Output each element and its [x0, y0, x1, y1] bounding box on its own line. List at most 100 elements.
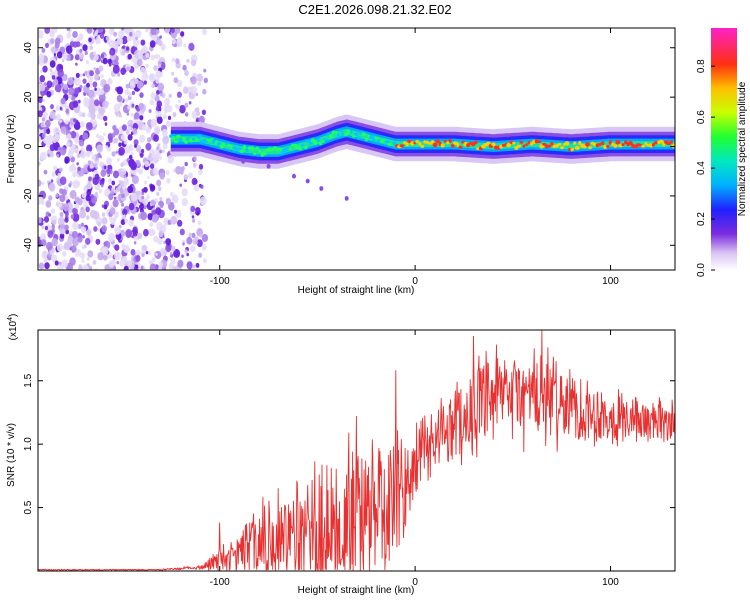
noise-dot: [140, 66, 146, 74]
y-tick-label: 0: [23, 143, 34, 149]
noise-dot: [141, 124, 147, 131]
noise-dot: [51, 171, 56, 177]
noise-dot: [203, 77, 208, 84]
noise-dot: [64, 119, 69, 125]
noise-dot: [199, 233, 203, 238]
noise-dot: [170, 215, 178, 225]
noise-dot: [74, 54, 80, 61]
noise-dot: [50, 38, 55, 45]
noise-dot: [72, 100, 79, 108]
ridge-blob: [303, 145, 308, 149]
ridge-blob: [641, 144, 646, 148]
ridge-blob: [319, 141, 323, 146]
noise-dot: [81, 192, 86, 198]
noise-dot: [121, 28, 125, 31]
noise-dot: [156, 116, 163, 124]
noise-dot: [77, 166, 81, 172]
noise-dot: [190, 76, 197, 85]
noise-dot: [190, 59, 197, 67]
noise-dot: [81, 226, 87, 233]
y-tick-label: 20: [23, 91, 34, 103]
noise-dot: [151, 257, 156, 263]
noise-dot: [131, 175, 139, 185]
noise-dot: [49, 60, 56, 68]
noise-dot: [51, 254, 57, 263]
ridge-blob: [387, 142, 391, 147]
noise-dot: [129, 80, 136, 89]
noise-dot: [128, 154, 133, 160]
noise-dot: [171, 71, 175, 76]
noise-dot: [199, 196, 207, 206]
noise-dot: [56, 154, 60, 158]
ridge-blob: [506, 142, 512, 148]
noise-dot: [176, 37, 183, 44]
noise-dot: [64, 224, 69, 231]
noise-dot: [63, 83, 68, 90]
x-tick-label: -100: [210, 577, 230, 588]
ridge-blob: [646, 143, 651, 147]
noise-dot: [185, 112, 189, 117]
noise-dot: [64, 156, 70, 164]
ridge-blob: [277, 147, 283, 151]
noise-dot: [38, 135, 42, 143]
noise-dot: [86, 256, 90, 262]
noise-dot: [107, 77, 113, 85]
noise-dot: [191, 215, 195, 219]
noise-dot: [140, 211, 147, 221]
noise-dot: [58, 167, 63, 173]
ridge-blob: [458, 145, 463, 149]
noise-dot: [65, 229, 69, 235]
noise-dot: [98, 93, 106, 103]
noise-dot: [43, 169, 48, 175]
noise-dot: [115, 150, 118, 154]
ridge-blob: [473, 140, 478, 145]
noise-dot: [48, 213, 52, 217]
noise-dot: [41, 181, 45, 186]
stray-dot: [292, 173, 296, 179]
ridge-blob: [443, 139, 447, 143]
ridge-blob: [181, 136, 186, 141]
noise-dot: [193, 156, 197, 161]
noise-dot: [202, 28, 207, 35]
ridge-blob: [628, 140, 633, 146]
noise-dot: [114, 226, 121, 235]
ridge-blob: [403, 141, 407, 145]
noise-dot: [66, 32, 72, 39]
noise-dot: [130, 161, 137, 171]
colorbar-gradient: [711, 28, 737, 270]
noise-dot: [180, 170, 184, 175]
ridge-blob: [346, 129, 352, 134]
ridge-blob: [405, 141, 409, 147]
ridge-blob: [435, 139, 440, 144]
noise-dot: [183, 174, 189, 181]
noise-dot: [40, 239, 47, 247]
noise-dot: [60, 126, 67, 134]
noise-dot: [99, 179, 105, 186]
noise-dot: [42, 65, 48, 73]
noise-dot: [124, 89, 130, 96]
noise-dot: [64, 217, 69, 223]
noise-dot: [165, 197, 171, 205]
noise-dot: [139, 152, 144, 158]
noise-dot: [74, 248, 81, 257]
colorbar-tick-label: 0.8: [696, 59, 707, 73]
ridge-blob: [564, 141, 570, 146]
noise-dot: [186, 261, 193, 270]
noise-dot: [145, 53, 150, 58]
noise-dot: [178, 99, 181, 103]
noise-dot: [108, 193, 114, 201]
ridge-blob: [601, 141, 605, 145]
noise-dot: [85, 194, 91, 202]
noise-dot: [170, 251, 173, 255]
noise-dot: [42, 98, 46, 103]
noise-dot: [171, 38, 176, 45]
y-tick-label: 0.5: [23, 500, 34, 514]
colorbar-tick-label: 0.6: [696, 110, 707, 124]
ridge-blob: [237, 147, 242, 151]
noise-dot: [141, 253, 145, 258]
noise-dot: [66, 141, 71, 148]
ridge-blob: [573, 141, 577, 145]
noise-dot: [82, 44, 88, 52]
noise-dot: [93, 66, 97, 71]
noise-dot: [98, 135, 104, 143]
